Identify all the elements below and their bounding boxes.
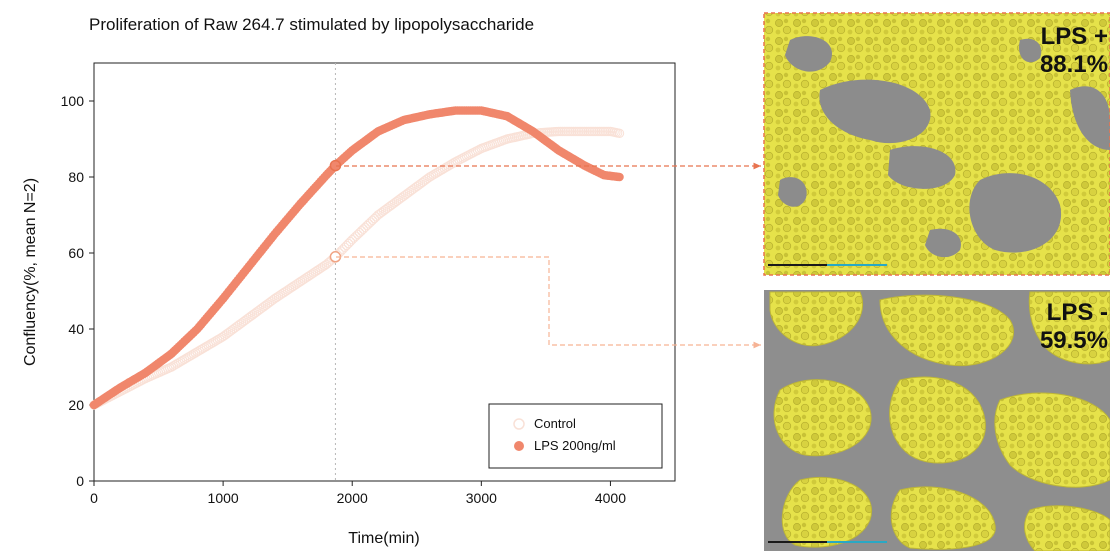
x-tick-label: 4000 <box>595 490 626 506</box>
y-tick-label: 60 <box>68 245 84 261</box>
lps-point <box>615 172 624 182</box>
y-tick-label: 80 <box>68 169 84 185</box>
legend-marker-control <box>513 418 525 430</box>
x-tick-label: 1000 <box>208 490 239 506</box>
y-tick-label: 20 <box>68 397 84 413</box>
arrow-lps-minus <box>336 256 761 349</box>
x-axis-label: Time(min) <box>348 530 419 547</box>
highlight-points <box>329 159 342 263</box>
micrograph-lps-plus: LPS + 88.1% <box>763 12 1110 276</box>
y-axis-label: Confluency(%, mean N=2) <box>22 178 39 366</box>
y-tick-label: 0 <box>76 473 84 489</box>
legend-marker-lps <box>514 441 524 451</box>
y-tick-label: 40 <box>68 321 84 337</box>
panel-lps-minus-value: 59.5% <box>1040 327 1108 354</box>
x-tick-label: 3000 <box>466 490 497 506</box>
x-axis: 0 1000 2000 3000 4000 <box>90 481 626 506</box>
panel-lps-plus-value: 88.1% <box>1040 51 1108 78</box>
plot-frame <box>93 62 676 482</box>
y-axis: 0 20 40 60 80 100 <box>61 93 94 489</box>
x-tick-label: 2000 <box>337 490 368 506</box>
control-point <box>614 128 625 139</box>
y-tick-label: 100 <box>61 93 85 109</box>
legend-label-lps: LPS 200ng/ml <box>534 438 616 453</box>
legend-label-control: Control <box>534 416 576 431</box>
legend: Control LPS 200ng/ml <box>488 403 663 469</box>
panel-lps-plus-label: LPS + <box>1041 23 1108 50</box>
chart-title: Proliferation of Raw 264.7 stimulated by… <box>89 15 534 34</box>
series-lps <box>89 106 624 410</box>
panel-lps-minus-label: LPS - <box>1047 299 1108 326</box>
micrograph-lps-minus: LPS - 59.5% <box>764 290 1110 551</box>
x-tick-label: 0 <box>90 490 98 506</box>
series-control <box>89 126 625 410</box>
